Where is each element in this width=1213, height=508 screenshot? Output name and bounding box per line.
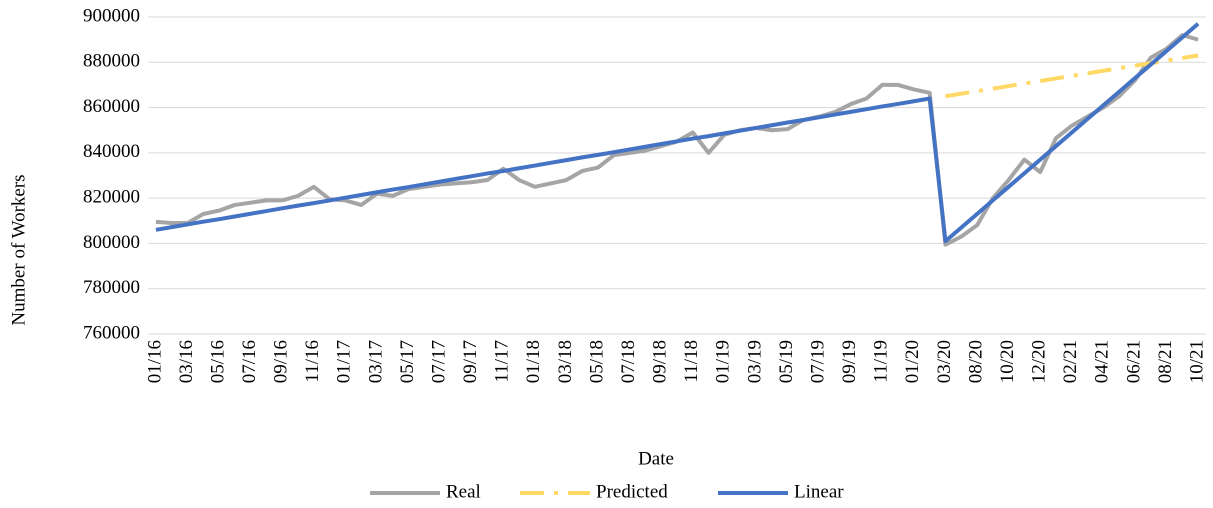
legend-label: Linear: [794, 481, 844, 502]
x-tick-label: 01/20: [902, 340, 923, 383]
x-tick-label: 11/18: [681, 340, 702, 383]
x-tick-label: 03/18: [555, 340, 576, 383]
x-tick-label: 01/16: [144, 340, 165, 383]
x-tick-label: 10/20: [997, 340, 1018, 383]
x-tick-label: 07/18: [618, 340, 639, 383]
x-tick-label: 11/17: [492, 340, 513, 383]
series-line: [155, 22, 1200, 244]
x-tick-label: 01/18: [523, 340, 544, 383]
series-line: [945, 53, 1199, 99]
x-tick-label: 03/20: [934, 340, 955, 383]
x-tick-label: 03/16: [176, 340, 197, 383]
legend-label: Real: [446, 481, 481, 502]
x-tick-label: 06/21: [1123, 340, 1144, 383]
x-tick-label: 12/20: [1029, 340, 1050, 383]
x-tick-label: 09/18: [650, 340, 671, 383]
y-tick-label: 820000: [83, 187, 140, 208]
y-tick-label: 860000: [83, 96, 140, 117]
x-tick-label: 03/17: [365, 340, 386, 383]
y-tick-label: 760000: [83, 322, 140, 343]
x-tick-label: 02/21: [1060, 340, 1081, 383]
y-tick-label: 900000: [83, 5, 140, 26]
x-tick-label: 04/21: [1092, 340, 1113, 383]
x-tick-label: 07/19: [807, 340, 828, 383]
x-tick-label: 08/20: [965, 340, 986, 383]
x-tick-label: 08/21: [1155, 340, 1176, 383]
y-tick-label: 780000: [83, 277, 140, 298]
x-tick-label: 07/16: [239, 340, 260, 383]
x-tick-label: 05/18: [586, 340, 607, 383]
x-tick-label: 07/17: [428, 340, 449, 383]
x-tick-label: 01/19: [713, 340, 734, 383]
x-tick-label: 05/16: [207, 340, 228, 383]
x-tick-label: 11/19: [871, 340, 892, 383]
y-tick-label: 840000: [83, 141, 140, 162]
x-tick-label: 01/17: [334, 340, 355, 383]
y-axis-title: Number of Workers: [8, 174, 29, 325]
x-tick-label: 09/19: [839, 340, 860, 383]
y-tick-label: 880000: [83, 51, 140, 72]
y-tick-label: 800000: [83, 232, 140, 253]
x-tick-label: 03/19: [744, 340, 765, 383]
x-tick-label: 09/17: [460, 340, 481, 383]
x-tick-label: 10/21: [1186, 340, 1207, 383]
x-tick-label: 11/16: [302, 340, 323, 383]
x-tick-label: 05/17: [397, 340, 418, 383]
x-tick-label: 09/16: [271, 340, 292, 383]
x-tick-label: 05/19: [776, 340, 797, 383]
x-axis-title: Date: [638, 448, 674, 469]
legend-label: Predicted: [596, 481, 668, 502]
